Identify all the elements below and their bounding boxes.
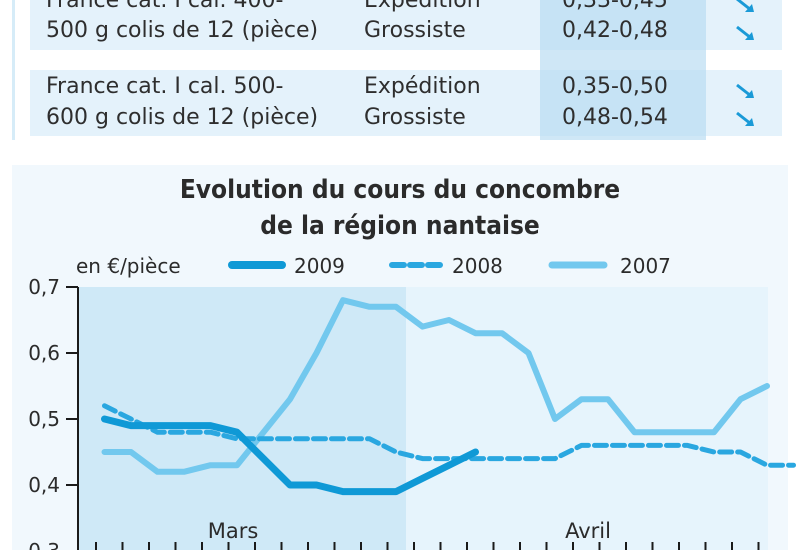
- down-right-arrow-icon: [736, 0, 754, 12]
- series-line-2008: [102, 403, 796, 468]
- y-tick-label: 0,7: [28, 275, 60, 299]
- down-right-arrow-icon: [736, 111, 754, 126]
- stage-label: Expédition: [364, 0, 481, 13]
- product-label-line1: France cat. I cal. 400-: [46, 0, 284, 13]
- table-border: [12, 0, 15, 140]
- month-label-mars: Mars: [208, 519, 259, 543]
- table-row: [30, 0, 782, 50]
- y-tick-label: 0,3: [28, 539, 60, 550]
- down-right-arrow-icon: [736, 25, 754, 40]
- product-label-line2: 500 g colis de 12 (pièce): [46, 18, 319, 43]
- unit-label: en €/pièce: [76, 254, 181, 278]
- stage-label: Grossiste: [364, 105, 466, 130]
- chart-title-line1: Evolution du cours du concombre: [179, 175, 621, 205]
- y-tick-label: 0,5: [28, 407, 60, 431]
- series-line-2007: [101, 297, 770, 475]
- legend-label-2009: 2009: [294, 254, 345, 278]
- price-value: 0,35-0,50: [562, 74, 668, 99]
- price-value: 0,42-0,48: [562, 18, 668, 43]
- stage-label: Grossiste: [364, 18, 466, 43]
- price-value: 0,33-0,45: [562, 0, 668, 13]
- chart-title-line2: de la région nantaise: [260, 211, 540, 241]
- price-table: France cat. I cal. 400- 500 g colis de 1…: [0, 0, 800, 150]
- product-label-line1: France cat. I cal. 500-: [46, 74, 284, 99]
- legend-label-2007: 2007: [620, 254, 671, 278]
- month-label-avril: Avril: [565, 519, 611, 543]
- down-right-arrow-icon: [736, 83, 754, 98]
- y-tick-label: 0,6: [28, 341, 60, 365]
- series-line-2009: [101, 415, 479, 496]
- table-row: [30, 70, 782, 136]
- y-tick-label: 0,4: [28, 473, 60, 497]
- product-label-line2: 600 g colis de 12 (pièce): [46, 105, 319, 130]
- legend-label-2008: 2008: [452, 254, 503, 278]
- price-value: 0,48-0,54: [562, 105, 668, 130]
- stage-label: Expédition: [364, 74, 481, 99]
